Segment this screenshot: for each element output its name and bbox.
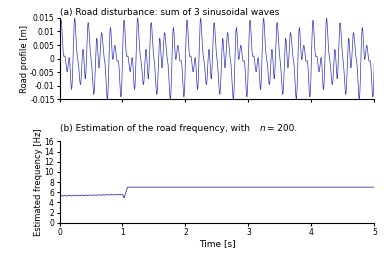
Y-axis label: Estimated frequency [Hz]: Estimated frequency [Hz] [34,128,43,236]
Text: (a) Road disturbance: sum of 3 sinusoidal waves: (a) Road disturbance: sum of 3 sinusoida… [60,8,279,17]
X-axis label: Time [s]: Time [s] [199,239,235,248]
Text: (b) Estimation of the road frequency, with: (b) Estimation of the road frequency, wi… [60,124,252,133]
Y-axis label: Road profile [m]: Road profile [m] [20,25,29,93]
Text: = 200.: = 200. [263,124,297,133]
Text: n: n [260,124,265,133]
